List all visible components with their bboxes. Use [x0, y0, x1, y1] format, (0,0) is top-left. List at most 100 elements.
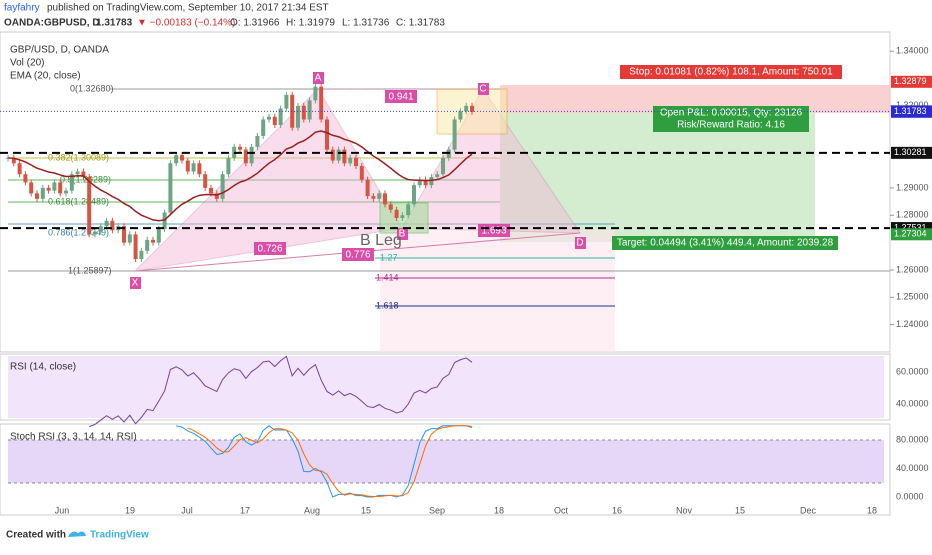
candle: [156, 228, 161, 243]
rsi-tick-label: 60.0000: [896, 366, 929, 376]
candle: [197, 163, 202, 175]
y-tick-label: 1.24000: [896, 319, 929, 329]
price-tag: [891, 75, 932, 88]
candle: [348, 157, 353, 164]
candle: [441, 157, 445, 175]
candle: [301, 105, 306, 120]
candle: [249, 146, 254, 164]
candle: [365, 179, 370, 197]
point-label: X: [132, 278, 139, 289]
stoch-line: [187, 425, 473, 498]
candle: [400, 215, 405, 218]
fib-label: 0.382(1.30089): [48, 152, 109, 162]
ratio-box: [342, 248, 374, 261]
candle: [313, 86, 318, 101]
candle: [127, 234, 132, 243]
candle: [104, 220, 109, 227]
price-tag: [891, 146, 932, 159]
candle: [17, 163, 22, 175]
candle: [388, 204, 393, 210]
candle: [145, 239, 150, 251]
author[interactable]: fayfahry: [4, 3, 40, 14]
stop-box: [620, 65, 842, 79]
candle: [11, 157, 16, 164]
point-box: [397, 228, 408, 240]
candle: [122, 226, 126, 243]
candle: [330, 149, 335, 161]
candle: [319, 86, 324, 120]
candle: [412, 185, 416, 205]
candle: [40, 187, 45, 199]
x-tick-label: 19: [125, 505, 135, 515]
target-label: Target: 0.04494 (3.41%) 449.4, Amount: 2…: [617, 238, 834, 249]
stop-label: Stop: 0.01081 (0.82%) 108.1, Amount: 750…: [629, 67, 833, 78]
low: L: 1.31736: [342, 18, 390, 29]
y-tick-label: 1.32000: [896, 100, 929, 110]
candle: [417, 179, 422, 186]
y-tick-label: 1.29000: [896, 182, 929, 192]
candle: [267, 116, 271, 120]
candle: [168, 163, 173, 213]
pnl-label: Open P&L: 0.00015, Qty: 23126: [660, 108, 803, 119]
candle: [383, 193, 387, 205]
fib-label: 1(1.25897): [68, 265, 112, 275]
pane-title: RSI (14, close): [10, 362, 76, 373]
candle: [69, 174, 74, 191]
change: ▼ −0.00183 (−0.14%): [137, 18, 235, 29]
close: C: 1.31783: [396, 18, 445, 29]
candle: [81, 171, 86, 177]
pattern-area: [380, 230, 615, 352]
candle: [325, 119, 329, 150]
candle: [180, 155, 184, 161]
target-zone: [500, 113, 815, 242]
x-tick-label: 15: [735, 505, 745, 515]
footer-brand[interactable]: TradingView: [90, 530, 149, 541]
footer-created: Created with: [6, 530, 66, 541]
candle: [377, 193, 382, 199]
candle: [185, 160, 190, 172]
candle: [394, 209, 399, 218]
stoch-band: [8, 440, 884, 483]
candle: [336, 149, 341, 161]
ratio-label: 1.693: [481, 226, 506, 237]
candle: [452, 119, 457, 150]
x-tick-label: 16: [612, 505, 622, 515]
fib-label: 0.786(1.27349): [48, 227, 109, 237]
candle: [464, 105, 469, 112]
ratio-box: [385, 90, 417, 103]
rr-label: Risk/Reward Ratio: 4.16: [677, 120, 785, 131]
rsi-line: [89, 355, 473, 428]
ema-line: [7, 130, 473, 222]
candle: [238, 146, 242, 150]
x-tick-label: 17: [240, 505, 250, 515]
candle: [52, 182, 57, 191]
rsi-tick-label: 40.0000: [896, 398, 929, 408]
candle: [226, 157, 231, 175]
price-tag: [891, 105, 932, 118]
candle: [133, 234, 138, 260]
y-tick-label: 1.28000: [896, 210, 929, 220]
candle: [139, 250, 144, 260]
x-tick-label: Jun: [55, 505, 70, 515]
candle: [93, 231, 97, 235]
candle: [98, 226, 103, 232]
point-box: [313, 72, 324, 84]
ratio-label: 0.941: [388, 92, 413, 103]
candle: [87, 176, 92, 235]
point-label: D: [576, 238, 583, 249]
ext-label: 1.414: [376, 272, 399, 282]
open: O: 1.31966: [230, 18, 280, 29]
leg-label: B Leg: [360, 232, 402, 249]
candle: [110, 220, 115, 231]
price-tag: [891, 228, 932, 241]
x-tick-label: 15: [361, 505, 371, 515]
marks: [6, 83, 474, 498]
fib-label: 0.5(1.29289): [60, 174, 111, 184]
y-tick-label: 1.26000: [896, 264, 929, 274]
candle: [284, 94, 289, 109]
ratio-label: 0.776: [345, 250, 370, 261]
x-tick-label: Dec: [800, 505, 817, 515]
point-box: [575, 237, 586, 249]
